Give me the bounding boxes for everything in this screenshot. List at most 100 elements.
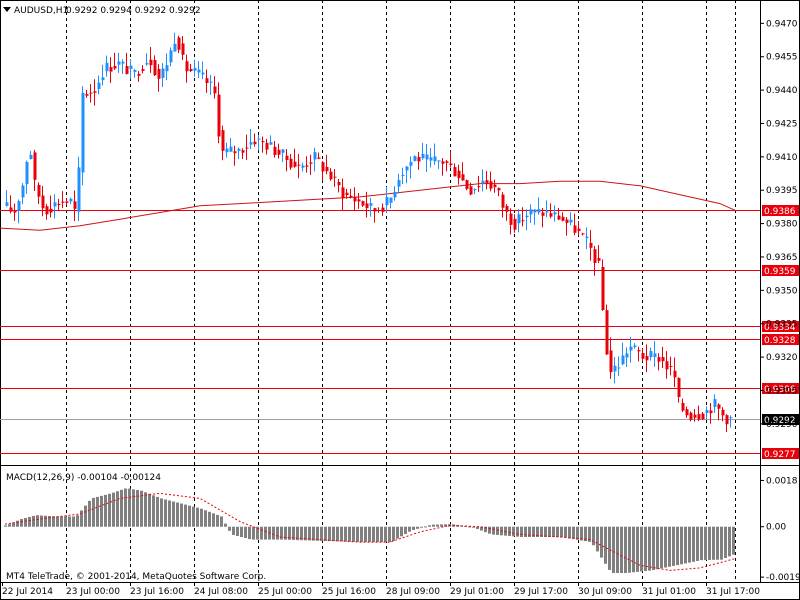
macd-bar (360, 526, 363, 543)
macd-bar (592, 526, 595, 546)
macd-bar (468, 526, 471, 528)
macd-bar (396, 526, 399, 539)
macd-bar (720, 526, 723, 560)
macd-bar (64, 516, 67, 527)
macd-bar (188, 505, 191, 527)
price-tick-label: 0.9350 (766, 286, 798, 296)
macd-bar (364, 526, 367, 543)
macd-bar (408, 526, 411, 532)
candle-body (305, 165, 309, 167)
macd-bar (280, 526, 283, 540)
candle-body (677, 378, 681, 398)
macd-bar (132, 489, 135, 527)
price-tick-label: 0.9470 (766, 19, 798, 29)
macd-bar (68, 516, 71, 527)
macd-bar (588, 526, 591, 542)
candle-body (213, 86, 217, 94)
macd-bar (108, 493, 111, 527)
macd-bar (668, 526, 671, 567)
macd-bar (212, 513, 215, 527)
candle-body (85, 94, 89, 96)
candle-body (65, 201, 69, 203)
candle-body (613, 365, 617, 372)
macd-bar (328, 526, 331, 542)
copyright-text: MT4 TeleTrade, © 2001-2014, MetaQuotes S… (6, 572, 266, 582)
price-tick-label: 0.9410 (766, 153, 798, 163)
macd-bar (76, 515, 79, 527)
candle-body (573, 225, 577, 233)
candle-body (209, 81, 213, 83)
candle-body (657, 357, 661, 362)
time-tick-label: 22 Jul 2014 (2, 587, 53, 597)
candle-body (109, 67, 113, 72)
candle-body (541, 212, 545, 216)
candle-body (601, 266, 605, 310)
candle-body (385, 197, 389, 206)
macd-bar (648, 526, 651, 571)
macd-bar (152, 495, 155, 527)
macd-bar (660, 526, 663, 569)
candle-body (205, 78, 209, 84)
macd-bar (412, 526, 415, 530)
macd-bar (248, 526, 251, 540)
macd-bar (348, 526, 351, 542)
macd-bar (568, 526, 571, 539)
candle-body (417, 157, 421, 162)
macd-bar (12, 522, 15, 527)
level-price-label: 0.9359 (764, 267, 796, 277)
macd-bar (372, 526, 375, 543)
macd-bar (332, 526, 335, 542)
macd-bar (528, 526, 531, 537)
candle-body (313, 152, 317, 160)
macd-bar (656, 526, 659, 570)
candle-body (565, 219, 569, 223)
price-tick-label: 0.9290 (766, 420, 798, 430)
time-tick-label: 31 Jul 01:00 (642, 587, 696, 597)
candle-body (437, 160, 441, 162)
candle-body (5, 202, 9, 206)
candle-body (429, 157, 433, 161)
macd-bar (316, 526, 319, 541)
candle-body (493, 184, 497, 188)
macd-bar (392, 526, 395, 541)
macd-bar (88, 500, 91, 527)
horizontal-levels[interactable]: 0.9386 0.9359 0.9334 0.9328 0.9306 0.9277 0.92… (0, 205, 799, 460)
candle-body (137, 73, 141, 76)
macd-bar (140, 490, 143, 527)
macd-bar (432, 524, 435, 527)
candle-body (681, 402, 685, 411)
candle-body (485, 180, 489, 184)
candle-body (625, 353, 629, 358)
macd-bar (84, 505, 87, 527)
macd-bar (100, 495, 103, 527)
macd-bar (676, 526, 679, 566)
candle-body (77, 167, 81, 212)
time-tick-label: 25 Jul 00:00 (258, 587, 312, 597)
dropdown-triangle-icon[interactable] (3, 7, 11, 12)
candle-body (645, 355, 649, 361)
candle-body (97, 82, 101, 89)
macd-bar (172, 501, 175, 527)
macd-bar (300, 526, 303, 541)
macd-bar (24, 517, 27, 527)
price-tick-label: 0.9425 (766, 119, 798, 129)
candle-body (617, 367, 621, 369)
candle-body (177, 37, 181, 50)
macd-bar (324, 526, 327, 541)
candle-body (185, 61, 189, 72)
macd-bar (716, 526, 719, 560)
candle-body (641, 353, 645, 359)
candle-body (73, 201, 77, 209)
candle-body (17, 201, 21, 211)
candle-body (349, 195, 353, 198)
candle-body (389, 197, 393, 203)
macd-tick-label: -0.00196 (766, 573, 800, 583)
macd-bar (496, 526, 499, 535)
macd-bar (352, 526, 355, 542)
candle-body (45, 206, 49, 215)
candle-body (725, 415, 729, 425)
candle-body (481, 180, 485, 184)
price-tick-label: 0.9395 (766, 186, 798, 196)
candle-body (569, 219, 573, 223)
